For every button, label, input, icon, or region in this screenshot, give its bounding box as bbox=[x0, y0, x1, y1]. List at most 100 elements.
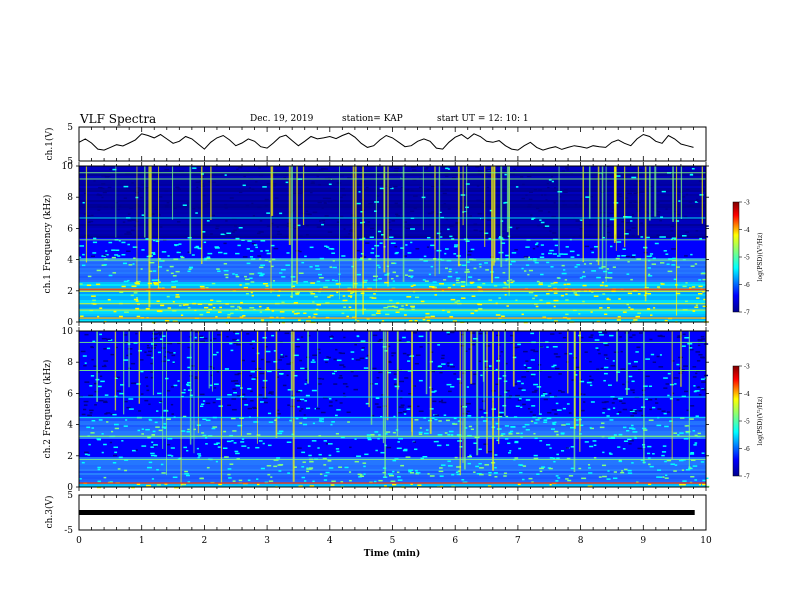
spectrogram-speckle bbox=[276, 409, 280, 412]
spectrogram-speckle bbox=[184, 470, 188, 473]
spectrogram-speckle bbox=[673, 210, 678, 213]
spectrogram-speckle bbox=[631, 214, 635, 216]
spectrogram-speckle bbox=[359, 357, 365, 360]
y-tick-label: 0 bbox=[67, 483, 73, 493]
spectrogram-speckle bbox=[360, 340, 366, 342]
spectrogram-speckle bbox=[335, 283, 341, 285]
spectrogram-speckle bbox=[154, 421, 158, 424]
spectrogram-band bbox=[79, 170, 706, 172]
spectrogram-speckle bbox=[338, 200, 344, 202]
spectrogram-speckle bbox=[688, 347, 693, 349]
spectrogram-speckle bbox=[693, 444, 697, 446]
spectrogram-speckle bbox=[133, 298, 139, 301]
spectrogram-speckle bbox=[457, 420, 461, 422]
spectrogram-speckle bbox=[193, 340, 198, 342]
spectrogram-speckle bbox=[281, 276, 286, 278]
spectrogram-speckle bbox=[251, 340, 256, 343]
spectrogram-speckle bbox=[510, 426, 516, 428]
spectrogram-speckle bbox=[391, 354, 394, 357]
spectrogram-speckle bbox=[632, 412, 637, 415]
spectrogram-speckle bbox=[423, 417, 427, 419]
spectrogram-speckle bbox=[363, 279, 368, 282]
spectrogram-speckle bbox=[257, 255, 262, 257]
spectrogram-speckle bbox=[466, 386, 470, 388]
spectrogram-speckle bbox=[379, 242, 383, 244]
spectrogram-speckle bbox=[151, 478, 155, 480]
spectrogram-speckle bbox=[456, 466, 462, 468]
spectrogram-speckle bbox=[631, 235, 635, 237]
spectrogram-speckle bbox=[387, 345, 391, 348]
spectrogram-band bbox=[79, 244, 706, 246]
spectrogram-speckle bbox=[640, 191, 645, 193]
spectrogram-speckle bbox=[403, 413, 407, 415]
spectrogram-speckle bbox=[313, 313, 318, 316]
spectrogram-speckle bbox=[650, 353, 655, 356]
spectrogram-speckle bbox=[333, 358, 337, 361]
spectrogram-speckle bbox=[153, 283, 159, 285]
spectrogram-speckle bbox=[467, 462, 472, 465]
spectrogram-speckle bbox=[685, 468, 691, 471]
spectrogram-speckle bbox=[515, 405, 520, 407]
spectrogram-speckle bbox=[561, 170, 565, 172]
spectrogram-speckle bbox=[323, 168, 329, 170]
spectrogram-speckle bbox=[367, 438, 372, 441]
spectrogram-speckle bbox=[441, 204, 444, 206]
spectrogram-speckle bbox=[666, 459, 672, 462]
spectrogram-speckle bbox=[685, 430, 691, 433]
spectrogram-speckle bbox=[346, 315, 349, 318]
spectrogram-speckle bbox=[238, 191, 243, 194]
spectrogram-band bbox=[79, 260, 706, 262]
spectrogram-speckle bbox=[655, 202, 660, 204]
spectrogram-speckle bbox=[317, 201, 322, 204]
spectrogram-speckle bbox=[214, 247, 220, 249]
spectrogram-speckle bbox=[486, 186, 490, 189]
y-tick-label: -5 bbox=[64, 157, 73, 167]
spectrogram-speckle bbox=[405, 274, 408, 276]
spectrogram-speckle bbox=[419, 186, 422, 189]
spectrogram-speckle bbox=[359, 473, 363, 476]
spectrogram-speckle bbox=[318, 277, 324, 279]
spectrogram-speckle bbox=[396, 447, 402, 450]
spectrogram-streak bbox=[582, 166, 584, 263]
spectrogram-speckle bbox=[544, 194, 547, 196]
spectrogram-speckle bbox=[465, 268, 470, 271]
spectrogram-speckle bbox=[533, 432, 536, 435]
spectrogram-speckle bbox=[630, 220, 633, 222]
spectrogram-speckle bbox=[210, 214, 216, 217]
spectrogram-speckle bbox=[443, 203, 447, 205]
spectrogram-speckle bbox=[271, 393, 274, 395]
spectrogram-speckle bbox=[332, 199, 337, 202]
spectrogram-speckle bbox=[253, 421, 259, 423]
spectrogram-speckle bbox=[578, 313, 581, 315]
spectrogram-speckle bbox=[173, 384, 178, 387]
spectrogram-speckle bbox=[620, 368, 626, 370]
spectrogram-speckle bbox=[518, 464, 523, 466]
spectrogram-speckle bbox=[176, 221, 181, 223]
spectrogram-speckle bbox=[166, 295, 170, 298]
spectrogram-speckle bbox=[581, 477, 587, 480]
spectrogram-speckle bbox=[81, 264, 86, 267]
spectrogram-band bbox=[79, 216, 706, 218]
spectrogram-speckle bbox=[517, 483, 521, 486]
spectrogram-speckle bbox=[432, 400, 437, 403]
spectrogram-speckle bbox=[676, 363, 680, 366]
spectrogram-speckle bbox=[606, 415, 610, 417]
spectrogram-speckle bbox=[213, 337, 217, 340]
spectrogram-speckle bbox=[506, 305, 509, 307]
spectrogram-speckle bbox=[477, 173, 483, 175]
spectrogram-band bbox=[79, 268, 706, 270]
spectrogram-speckle bbox=[316, 226, 322, 228]
spectrogram-speckle bbox=[560, 391, 565, 393]
spectrogram-speckle bbox=[415, 471, 419, 474]
spectrogram-speckle bbox=[182, 483, 186, 485]
spectrogram-speckle bbox=[271, 334, 275, 337]
spectrogram-speckle bbox=[458, 264, 462, 266]
spectrogram-band bbox=[79, 314, 706, 316]
spectrogram-speckle bbox=[445, 175, 449, 177]
spectrogram-speckle bbox=[105, 190, 110, 192]
spectrogram-speckle bbox=[137, 429, 141, 432]
spectrogram-speckle bbox=[304, 255, 307, 258]
spectrogram-speckle bbox=[589, 384, 593, 387]
spectrogram-speckle bbox=[379, 206, 382, 209]
